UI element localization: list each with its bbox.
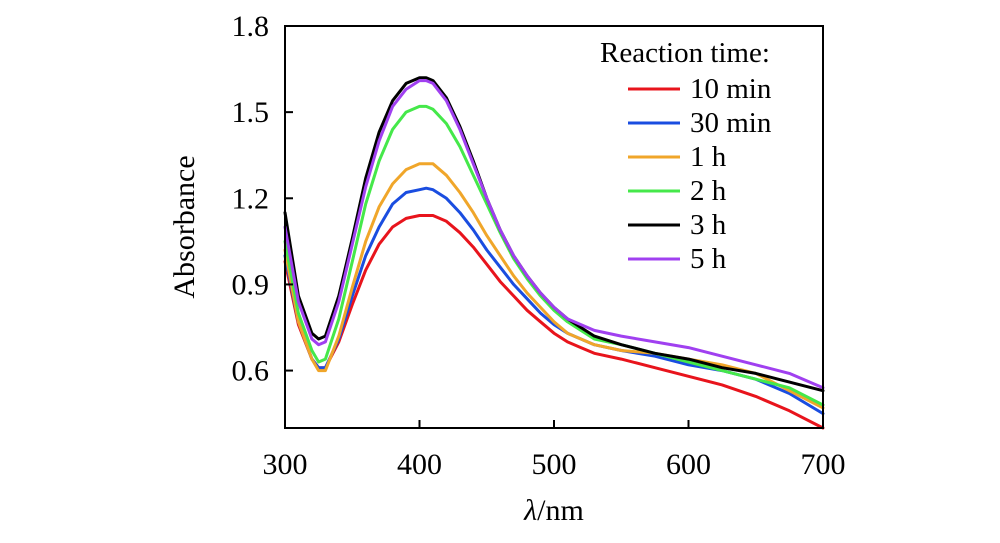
legend-title: Reaction time: bbox=[600, 37, 770, 69]
legend-label: 2 h bbox=[690, 175, 727, 207]
x-tick-label: 300 bbox=[263, 448, 308, 481]
legend-label: 1 h bbox=[690, 141, 727, 173]
x-tick-label: 600 bbox=[666, 448, 711, 481]
legend-label: 30 min bbox=[690, 107, 772, 139]
series-line-1-h bbox=[283, 162, 825, 410]
y-tick-label: 0.9 bbox=[232, 268, 270, 301]
legend-label: 5 h bbox=[690, 243, 727, 275]
y-tick-label: 0.6 bbox=[232, 355, 270, 388]
x-tick-label: 700 bbox=[801, 448, 846, 481]
x-axis-unit: /nm bbox=[537, 494, 584, 527]
y-tick-label: 1.8 bbox=[232, 10, 270, 43]
x-tick-label: 400 bbox=[397, 448, 442, 481]
series-line-5-h bbox=[283, 79, 825, 390]
y-tick-label: 1.2 bbox=[232, 182, 270, 215]
y-tick-label: 1.5 bbox=[232, 96, 270, 129]
series-line-30-min bbox=[283, 186, 825, 416]
series-layer bbox=[283, 76, 825, 430]
y-axis-title: Absorbance bbox=[168, 155, 201, 298]
x-axis-symbol: λ bbox=[523, 494, 537, 527]
ticks-layer: 300 400 500 600 700 0.6 0.9 1.2 1.5 1.8 bbox=[232, 10, 846, 481]
legend-label: 10 min bbox=[690, 73, 772, 105]
legend-label: 3 h bbox=[690, 209, 727, 241]
x-tick-label: 500 bbox=[532, 448, 577, 481]
x-axis-title: λ/nm bbox=[523, 494, 584, 527]
